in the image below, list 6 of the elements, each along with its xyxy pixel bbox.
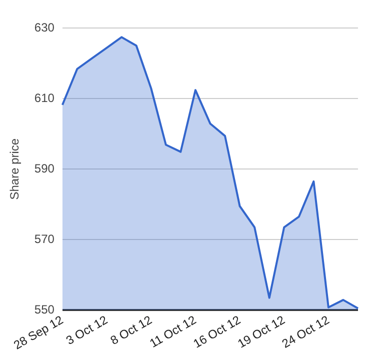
y-tick-label: 570 (34, 232, 55, 246)
y-axis-title: Share price (8, 138, 22, 200)
y-tick-label: 610 (34, 90, 55, 105)
x-tick-label: 3 Oct 12 (64, 312, 110, 348)
y-tick-label: 590 (34, 161, 55, 176)
y-tick-label: 630 (34, 20, 55, 34)
